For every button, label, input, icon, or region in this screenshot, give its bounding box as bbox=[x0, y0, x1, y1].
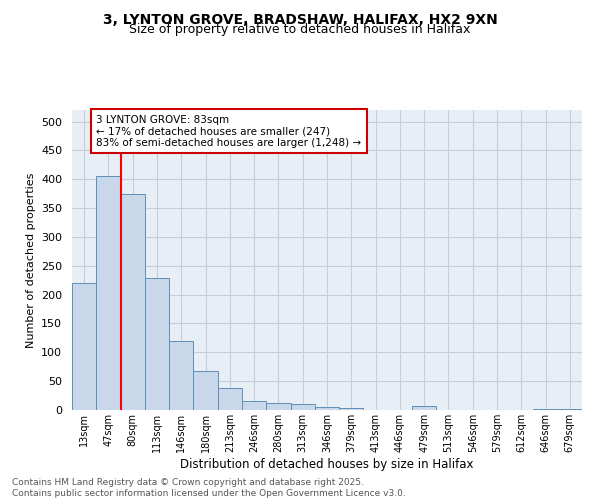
Bar bbox=[218, 388, 242, 410]
Bar bbox=[315, 406, 339, 410]
Bar bbox=[290, 404, 315, 410]
Text: 3, LYNTON GROVE, BRADSHAW, HALIFAX, HX2 9XN: 3, LYNTON GROVE, BRADSHAW, HALIFAX, HX2 … bbox=[103, 12, 497, 26]
Text: Contains HM Land Registry data © Crown copyright and database right 2025.
Contai: Contains HM Land Registry data © Crown c… bbox=[12, 478, 406, 498]
Bar bbox=[169, 341, 193, 410]
Text: 3 LYNTON GROVE: 83sqm
← 17% of detached houses are smaller (247)
83% of semi-det: 3 LYNTON GROVE: 83sqm ← 17% of detached … bbox=[96, 114, 361, 148]
Text: Size of property relative to detached houses in Halifax: Size of property relative to detached ho… bbox=[130, 22, 470, 36]
X-axis label: Distribution of detached houses by size in Halifax: Distribution of detached houses by size … bbox=[180, 458, 474, 470]
Bar bbox=[121, 194, 145, 410]
Bar bbox=[96, 176, 121, 410]
Bar bbox=[145, 278, 169, 410]
Y-axis label: Number of detached properties: Number of detached properties bbox=[26, 172, 35, 348]
Bar bbox=[72, 283, 96, 410]
Bar bbox=[412, 406, 436, 410]
Bar bbox=[339, 408, 364, 410]
Bar bbox=[266, 402, 290, 410]
Bar bbox=[193, 371, 218, 410]
Bar bbox=[242, 401, 266, 410]
Bar bbox=[533, 409, 558, 410]
